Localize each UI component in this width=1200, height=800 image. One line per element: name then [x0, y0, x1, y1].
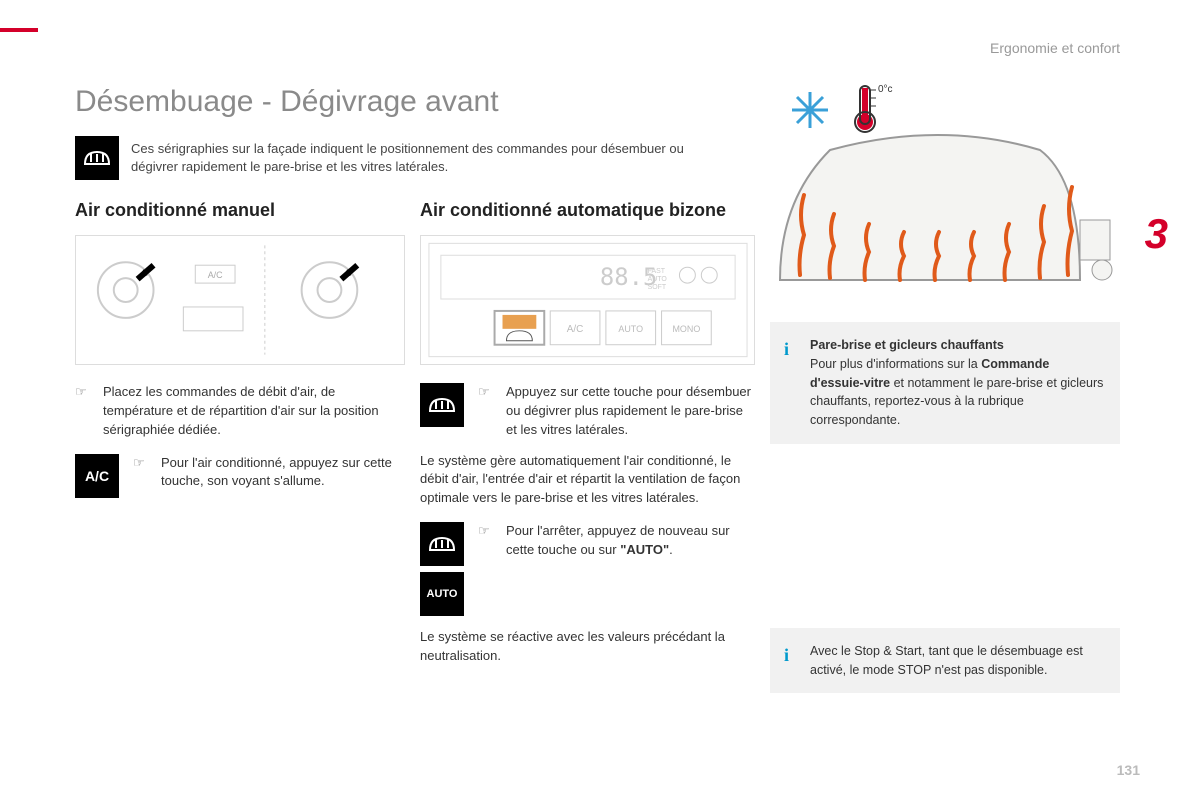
ac-icon: A/C: [75, 454, 119, 498]
info-icon: i: [784, 336, 789, 363]
chapter-number: 3: [1145, 210, 1168, 258]
info-box-windshield: i Pare-brise et gicleurs chauffants Pour…: [770, 322, 1120, 444]
text-part: Pour l'arrêter, appuyez de nouveau sur c…: [506, 523, 730, 557]
pointer-icon: ☞: [478, 383, 494, 440]
info-text: Avec le Stop & Start, tant que le désemb…: [810, 644, 1083, 677]
paragraph-auto-system: Le système gère automatiquement l'air co…: [420, 452, 755, 509]
row-stop-instruction: AUTO ☞ Pour l'arrêter, appuyez de nouvea…: [420, 522, 755, 616]
column-auto-ac: Air conditionné automatique bizone 88.5 …: [420, 200, 755, 680]
diagram-manual-controls: A/C: [75, 235, 405, 365]
column-illustration: 0°c: [770, 80, 1120, 707]
intro-text: Ces sérigraphies sur la façade indiquent…: [131, 140, 715, 176]
section-label: Ergonomie et confort: [990, 40, 1120, 56]
accent-bar: [0, 28, 38, 32]
paragraph-reactivate: Le système se réactive avec les valeurs …: [420, 628, 755, 666]
info-text: Pour plus d'informations sur la: [810, 357, 981, 371]
diagram-auto-controls: 88.5 FAST AUTO SOFT A/C AUTO MONO: [420, 235, 755, 365]
svg-text:AUTO: AUTO: [648, 276, 668, 283]
defrost-icon: [75, 136, 119, 180]
page-title: Désembuage - Dégivrage avant: [75, 85, 499, 119]
row-defrost-instruction: ☞ Appuyez sur cette touche pour désembue…: [420, 383, 755, 440]
svg-text:AUTO: AUTO: [618, 324, 643, 334]
intro-row: Ces sérigraphies sur la façade indiquent…: [75, 136, 715, 180]
svg-text:SOFT: SOFT: [648, 284, 667, 291]
windshield-illustration: 0°c: [770, 80, 1120, 310]
info-icon: i: [784, 642, 789, 669]
defrost-icon: [420, 522, 464, 566]
auto-icon: AUTO: [420, 572, 464, 616]
bullet-text: Placez les commandes de débit d'air, de …: [103, 383, 405, 440]
bullet-text: Pour l'arrêter, appuyez de nouveau sur c…: [506, 522, 755, 560]
heading-manual: Air conditionné manuel: [75, 200, 405, 221]
page-number: 131: [1117, 762, 1140, 778]
pointer-icon: ☞: [75, 383, 91, 440]
defrost-icon: [420, 383, 464, 427]
heading-auto: Air conditionné automatique bizone: [420, 200, 755, 221]
column-manual-ac: Air conditionné manuel A/C ☞ Placez les …: [75, 200, 405, 510]
bullet-text: Pour l'air conditionné, appuyez sur cett…: [161, 454, 405, 492]
info-title: Pare-brise et gicleurs chauffants: [810, 338, 1004, 352]
info-box-stopstart: i Avec le Stop & Start, tant que le dése…: [770, 628, 1120, 694]
svg-text:A/C: A/C: [208, 270, 223, 280]
pointer-icon: ☞: [133, 454, 149, 492]
svg-text:0°c: 0°c: [878, 84, 893, 95]
text-bold: "AUTO": [620, 542, 669, 557]
bullet-manual-1: ☞ Placez les commandes de débit d'air, d…: [75, 383, 405, 440]
pointer-icon: ☞: [478, 522, 494, 560]
text-part: .: [669, 542, 673, 557]
svg-text:A/C: A/C: [567, 324, 584, 335]
svg-text:MONO: MONO: [672, 324, 700, 334]
bullet-text: Appuyez sur cette touche pour désembuer …: [506, 383, 755, 440]
svg-text:FAST: FAST: [648, 268, 666, 275]
row-ac-instruction: A/C ☞ Pour l'air conditionné, appuyez su…: [75, 454, 405, 498]
